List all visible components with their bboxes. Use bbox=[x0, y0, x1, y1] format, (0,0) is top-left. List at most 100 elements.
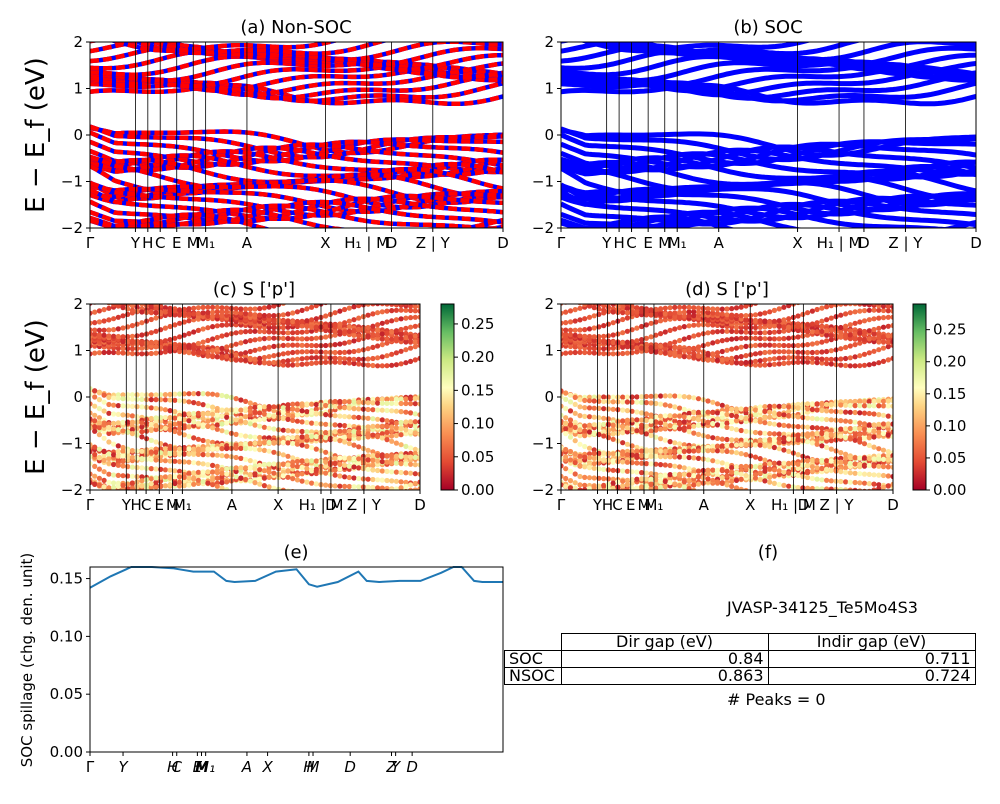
band-point bbox=[111, 411, 117, 417]
band-point bbox=[710, 409, 716, 415]
band-point bbox=[233, 431, 239, 437]
band-point bbox=[591, 447, 597, 453]
band-point bbox=[857, 455, 863, 461]
band-point bbox=[861, 351, 868, 357]
band-point bbox=[195, 310, 201, 316]
band-point bbox=[360, 304, 366, 308]
band-point bbox=[323, 435, 329, 441]
band-point bbox=[871, 307, 877, 313]
band-point bbox=[567, 308, 574, 314]
band-point bbox=[261, 329, 267, 335]
band-point bbox=[247, 400, 253, 406]
band-point bbox=[153, 344, 159, 350]
band-point bbox=[177, 426, 183, 432]
band-point bbox=[342, 296, 347, 301]
band-point bbox=[710, 357, 716, 363]
band-point bbox=[843, 469, 849, 475]
band-point bbox=[200, 461, 206, 467]
band-point bbox=[172, 458, 178, 464]
band-point bbox=[838, 459, 844, 465]
band-point bbox=[238, 445, 244, 451]
band-point bbox=[781, 317, 787, 323]
band-point bbox=[356, 337, 362, 343]
band-point bbox=[824, 317, 830, 323]
band-point bbox=[186, 475, 192, 481]
band-point bbox=[847, 425, 853, 432]
band-point bbox=[360, 424, 366, 431]
band-point bbox=[866, 471, 872, 477]
band-point bbox=[890, 414, 893, 420]
band-point bbox=[351, 406, 357, 412]
band-point bbox=[596, 450, 602, 456]
band-point bbox=[828, 348, 834, 354]
band-point bbox=[309, 433, 315, 440]
band-point bbox=[403, 315, 409, 321]
band-point bbox=[757, 442, 763, 448]
band-point bbox=[290, 476, 296, 482]
band-point bbox=[389, 460, 395, 466]
band-point bbox=[876, 446, 882, 452]
band-point bbox=[219, 485, 225, 490]
band-point bbox=[379, 459, 385, 465]
band-point bbox=[667, 423, 673, 429]
band-point bbox=[781, 336, 787, 342]
band-point bbox=[295, 296, 300, 301]
band-point bbox=[567, 457, 574, 463]
band-point bbox=[210, 482, 216, 488]
band-point bbox=[351, 414, 357, 420]
band-point bbox=[596, 324, 602, 330]
band-point bbox=[153, 397, 159, 403]
band-point bbox=[276, 404, 282, 410]
band-point bbox=[771, 349, 778, 355]
band-point bbox=[177, 312, 183, 318]
band-point bbox=[195, 391, 201, 397]
band-point bbox=[408, 315, 414, 321]
band-point bbox=[252, 446, 258, 452]
band-point bbox=[243, 408, 249, 414]
band-point bbox=[408, 345, 414, 351]
band-point bbox=[309, 355, 315, 361]
band-point bbox=[129, 454, 135, 460]
band-point bbox=[866, 328, 872, 334]
band-point bbox=[658, 318, 664, 324]
band-point bbox=[615, 451, 621, 457]
band-point bbox=[247, 311, 253, 317]
band-point bbox=[261, 468, 267, 474]
band-point bbox=[210, 348, 216, 354]
band-point bbox=[285, 462, 291, 468]
band-point bbox=[748, 413, 754, 419]
band-point bbox=[408, 396, 414, 402]
band-point bbox=[238, 306, 244, 312]
band-point bbox=[634, 399, 640, 405]
band-point bbox=[247, 338, 253, 344]
band-point bbox=[561, 394, 564, 400]
band-point bbox=[210, 404, 216, 410]
band-point bbox=[186, 482, 192, 488]
band-point bbox=[304, 401, 310, 407]
band-point bbox=[861, 455, 868, 461]
band-point bbox=[795, 414, 801, 420]
band-point bbox=[219, 480, 225, 486]
band-point bbox=[261, 354, 267, 361]
band-point bbox=[639, 323, 645, 330]
band-point bbox=[233, 468, 239, 475]
band-point bbox=[115, 326, 121, 332]
band-point bbox=[781, 360, 787, 366]
band-point bbox=[247, 357, 253, 363]
band-point bbox=[177, 483, 183, 489]
band-point bbox=[370, 462, 376, 468]
band-point bbox=[605, 435, 612, 441]
band-point bbox=[106, 430, 112, 436]
band-point bbox=[351, 332, 357, 338]
band-point bbox=[781, 349, 787, 355]
band-point bbox=[814, 329, 820, 335]
band-point bbox=[653, 306, 659, 312]
band-point bbox=[890, 339, 893, 345]
band-point bbox=[186, 471, 192, 477]
band-point bbox=[624, 306, 631, 312]
band-point bbox=[365, 406, 371, 413]
band-point bbox=[776, 460, 782, 466]
band-point bbox=[814, 349, 820, 355]
band-point bbox=[290, 440, 296, 447]
band-point bbox=[885, 473, 891, 479]
